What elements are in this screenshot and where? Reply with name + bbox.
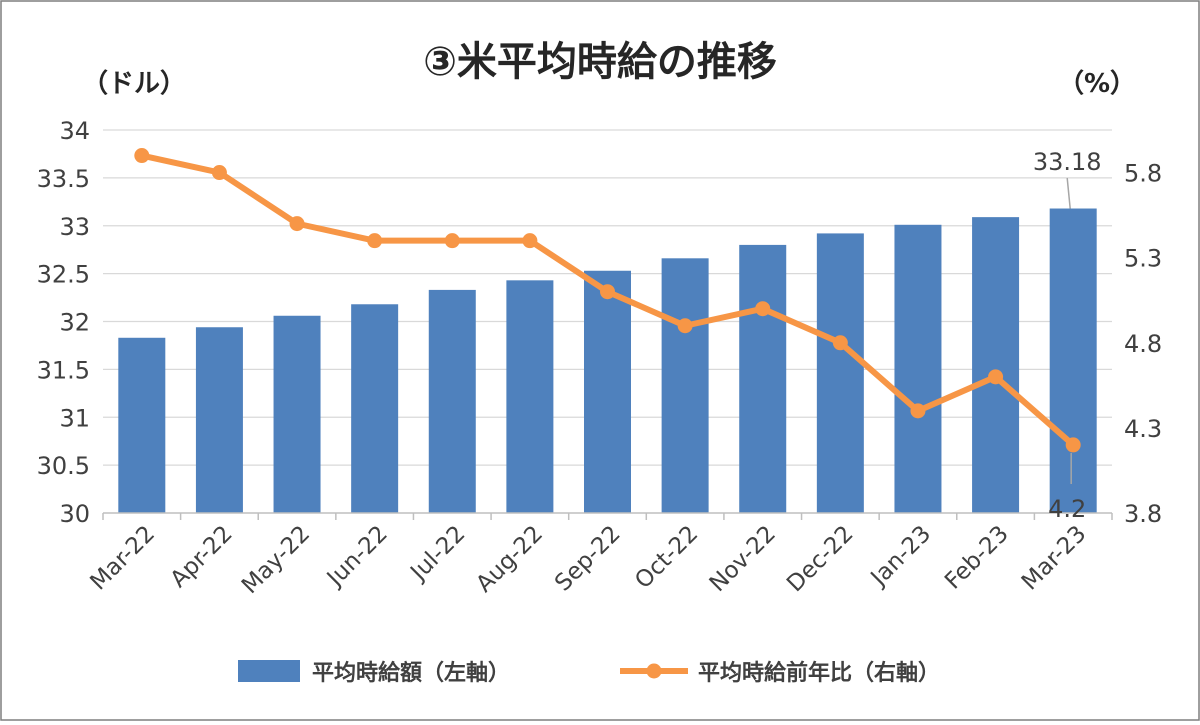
y-left-tick-label: 34 xyxy=(59,117,90,145)
bar xyxy=(894,224,942,514)
line-marker xyxy=(289,216,305,232)
y-left-tick-label: 31 xyxy=(59,404,90,432)
bar xyxy=(118,337,166,513)
bar xyxy=(584,270,631,513)
line-marker xyxy=(988,369,1004,385)
bar-label-leader xyxy=(1066,177,1071,209)
bar xyxy=(351,304,399,513)
line-marker xyxy=(755,301,771,317)
line-marker xyxy=(677,318,693,334)
line-marker xyxy=(211,165,227,181)
line-marker xyxy=(600,284,615,300)
bar xyxy=(1049,208,1097,513)
y-left-tick-label: 30.5 xyxy=(37,452,90,480)
y-left-tick-label: 30 xyxy=(59,500,90,528)
bar-series xyxy=(118,208,1097,514)
line-marker xyxy=(1065,437,1081,453)
bar xyxy=(661,258,709,513)
line-marker xyxy=(522,233,538,249)
line-data-label: 4.2 xyxy=(1048,495,1086,523)
line-marker xyxy=(832,335,848,351)
line-marker xyxy=(134,148,150,164)
legend: 平均時給額（左軸） 平均時給前年比（右軸） xyxy=(238,660,940,686)
bar xyxy=(273,315,321,513)
axes xyxy=(102,512,1113,520)
legend-bar-swatch xyxy=(238,660,300,682)
line-series xyxy=(134,148,1081,453)
y-right-tick-label: 5.8 xyxy=(1124,160,1162,188)
y-right-tick-label: 5.3 xyxy=(1124,245,1162,273)
chart-title: ③米平均時給の推移 xyxy=(423,39,777,85)
y-right-tick-label: 3.8 xyxy=(1124,500,1162,528)
bar xyxy=(428,289,476,513)
line-marker xyxy=(444,233,460,249)
bar xyxy=(816,233,864,513)
bar xyxy=(195,327,243,513)
y-left-tick-label: 32.5 xyxy=(37,261,90,289)
bar xyxy=(739,244,787,513)
right-axis-unit: （%） xyxy=(1058,69,1136,99)
line-marker xyxy=(367,233,383,249)
left-axis-unit: （ドル） xyxy=(82,69,186,99)
line-marker xyxy=(910,403,926,419)
y-left-tick-label: 33.5 xyxy=(37,165,90,193)
legend-line-marker xyxy=(646,663,662,679)
y-right-tick-label: 4.8 xyxy=(1124,330,1162,358)
legend-line-label: 平均時給前年比（右軸） xyxy=(698,660,940,686)
annotations: 33.18 4.2 xyxy=(1033,148,1102,523)
y-right-tick-label: 4.3 xyxy=(1124,415,1162,443)
y-left-tick-label: 31.5 xyxy=(37,356,90,384)
y-left-tick-label: 32 xyxy=(59,309,90,337)
bar xyxy=(506,280,554,513)
legend-bar-label: 平均時給額（左軸） xyxy=(312,660,510,686)
bar-data-label: 33.18 xyxy=(1033,148,1102,176)
y-left-tick-label: 33 xyxy=(59,213,90,241)
bar xyxy=(972,217,1020,513)
